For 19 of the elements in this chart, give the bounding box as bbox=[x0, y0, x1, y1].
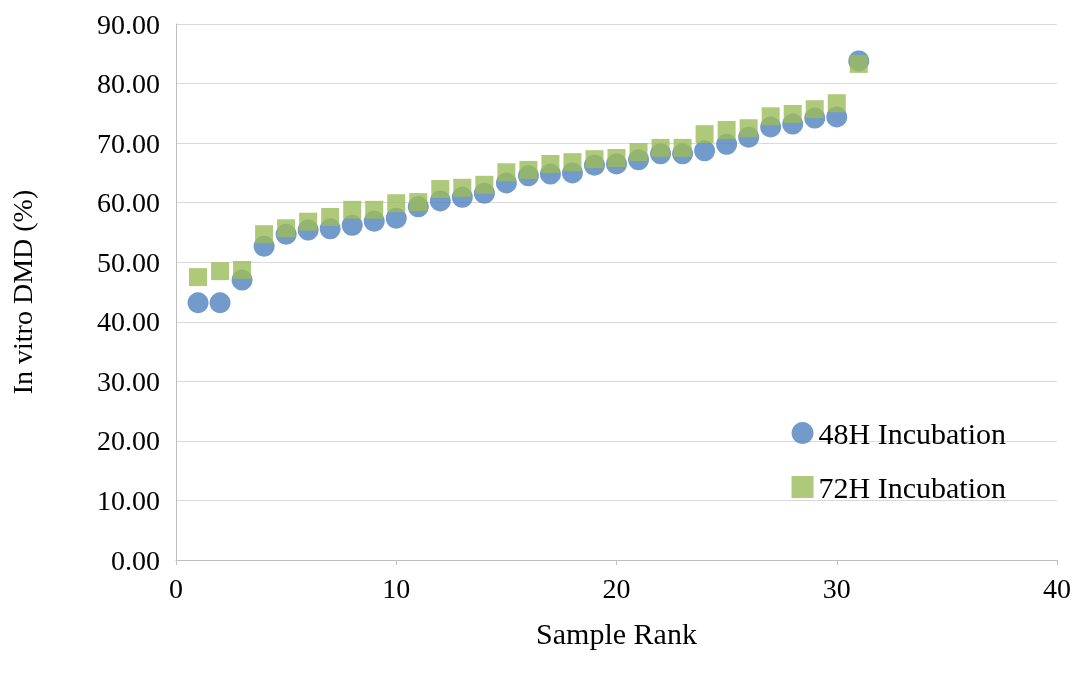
x-tick-label: 20 bbox=[602, 572, 631, 604]
x-axis-title: Sample Rank bbox=[536, 616, 697, 650]
x-tick-label: 0 bbox=[169, 572, 183, 604]
y-axis-title: In vitro DMD (%) bbox=[6, 189, 38, 395]
x-tick-label: 30 bbox=[822, 572, 851, 604]
y-tick-label: 50.00 bbox=[97, 246, 160, 278]
y-tick-label: 60.00 bbox=[97, 187, 160, 219]
y-tick-label: 80.00 bbox=[97, 68, 160, 100]
y-tick-label: 10.00 bbox=[97, 484, 160, 516]
y-tick-label: 30.00 bbox=[97, 365, 160, 397]
y-tick-label: 70.00 bbox=[97, 127, 160, 159]
y-tick-label: 0.00 bbox=[111, 544, 160, 576]
x-tick-label: 10 bbox=[382, 572, 411, 604]
x-tick-label: 40 bbox=[1043, 572, 1071, 604]
legend-label: 72H Incubation bbox=[818, 470, 1007, 504]
legend-label: 48H Incubation bbox=[818, 416, 1007, 450]
y-tick-label: 90.00 bbox=[97, 8, 160, 40]
y-tick-label: 40.00 bbox=[97, 306, 160, 338]
y-tick-label: 20.00 bbox=[97, 425, 160, 457]
